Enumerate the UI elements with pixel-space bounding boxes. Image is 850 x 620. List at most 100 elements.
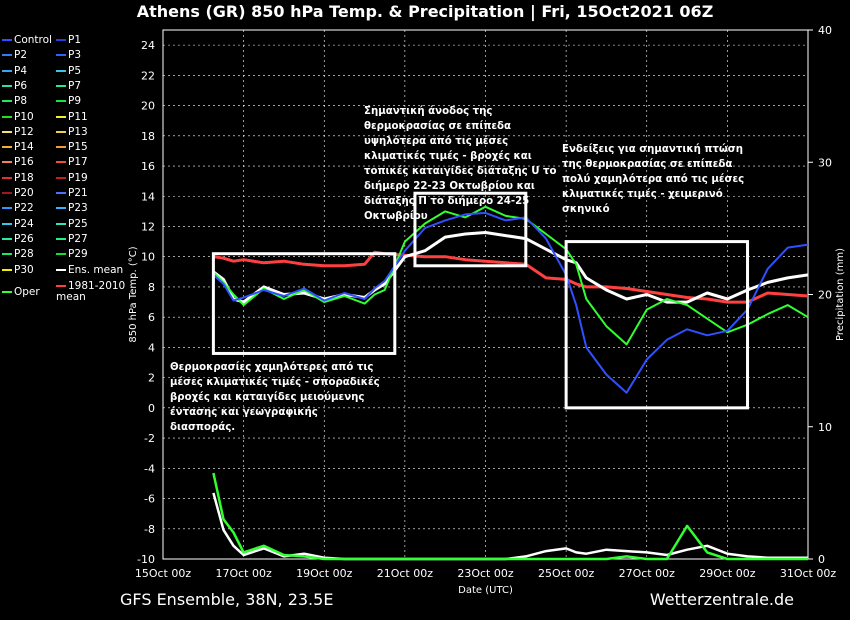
legend-swatch <box>2 100 12 103</box>
legend-item: P30 <box>2 264 34 276</box>
legend-label: P9 <box>68 95 82 108</box>
legend-label: P6 <box>14 79 28 92</box>
legend-swatch <box>56 54 66 57</box>
legend-item: P4 <box>2 65 27 77</box>
legend-label: Control <box>14 34 52 46</box>
legend-label: P5 <box>68 64 82 77</box>
legend-swatch <box>2 176 12 179</box>
legend-item: P20 <box>2 187 34 199</box>
precip-line-ens-mean <box>212 492 808 561</box>
legend-label: P21 <box>68 187 88 199</box>
legend-swatch <box>56 253 66 256</box>
legend-item: P24 <box>2 218 34 230</box>
legend-label: P10 <box>14 110 34 123</box>
legend-item: P15 <box>56 141 88 153</box>
legend-label: P25 <box>68 217 88 230</box>
legend-label: P28 <box>14 248 34 261</box>
annotation-box-3 <box>564 240 750 410</box>
legend-swatch <box>56 69 66 72</box>
x-axis-label: Date (UTC) <box>458 585 513 596</box>
legend-label: P15 <box>68 141 88 154</box>
y-tick-label: 2 <box>148 372 155 385</box>
legend-label: P11 <box>68 110 88 123</box>
legend-swatch <box>56 84 66 87</box>
legend-label: P1 <box>68 34 82 46</box>
legend-swatch <box>2 237 12 240</box>
legend-label: P13 <box>68 125 88 138</box>
y-tick-label: 10 <box>141 251 155 264</box>
y-tick-label: -6 <box>144 493 155 506</box>
legend-swatch <box>2 115 12 118</box>
legend-item: P21 <box>56 187 88 199</box>
y2-tick-label: 0 <box>818 553 825 566</box>
legend-swatch <box>2 192 12 194</box>
legend-item: P3 <box>56 49 81 61</box>
legend-item: Oper <box>2 286 40 298</box>
x-tick-label: 17Oct 00z <box>215 567 272 580</box>
legend-swatch <box>2 161 12 164</box>
legend-item: Ens. mean <box>56 264 123 276</box>
legend-swatch <box>2 130 12 133</box>
legend-item: P22 <box>2 202 34 214</box>
x-tick-label: 19Oct 00z <box>296 567 353 580</box>
annotation-cold-spell: Ενδείξεις για σημαντική πτώση της θερμοκ… <box>562 144 745 215</box>
x-tick-label: 21Oct 00z <box>377 567 434 580</box>
legend-item: P11 <box>56 111 88 123</box>
legend-item: P7 <box>56 80 81 92</box>
x-tick-label: 23Oct 00z <box>457 567 514 580</box>
legend-item: P12 <box>2 126 34 138</box>
legend-swatch <box>56 130 66 133</box>
y-tick-label: 8 <box>148 281 155 294</box>
legend-item: P5 <box>56 65 81 77</box>
legend-swatch <box>56 222 66 225</box>
legend-label: P26 <box>14 232 34 245</box>
annotation-cool-period: Θερμοκρασίες χαμηλότερες από τις μέσες κ… <box>170 362 380 433</box>
legend-label: P12 <box>14 125 34 138</box>
legend-swatch <box>56 115 66 118</box>
legend-swatch <box>56 268 66 271</box>
y-tick-label: 18 <box>141 130 155 143</box>
chart-title: Athens (GR) 850 hPa Temp. & Precipitatio… <box>136 2 714 21</box>
legend-item: P10 <box>2 111 34 123</box>
y-tick-label: 14 <box>141 190 155 203</box>
legend-item: P29 <box>56 248 88 260</box>
y2-tick-label: 40 <box>818 24 832 37</box>
legend-label: P22 <box>14 202 34 215</box>
legend-swatch <box>2 268 12 271</box>
x-tick-label: 31Oct 00z <box>780 567 837 580</box>
series-line-control <box>212 211 809 394</box>
y-tick-label: 4 <box>148 341 155 354</box>
legend-item: P14 <box>2 141 34 153</box>
legend-label: Ens. mean <box>68 263 124 276</box>
annotation-warm-spell: Σημαντική άνοδος της θερμοκρασίας σε επί… <box>364 106 557 222</box>
legend-label: P7 <box>68 79 82 92</box>
y-tick-label: 6 <box>148 311 155 324</box>
legend-item: P27 <box>56 233 88 245</box>
legend-label: P17 <box>68 156 88 169</box>
legend-label: P30 <box>14 263 34 276</box>
legend-item: P8 <box>2 95 27 107</box>
legend-swatch <box>2 222 12 225</box>
legend-label: P3 <box>68 49 82 62</box>
legend-item: P28 <box>2 248 34 260</box>
x-tick-label: 15Oct 00z <box>135 567 192 580</box>
legend-swatch <box>2 54 12 57</box>
y-tick-label: 16 <box>141 160 155 173</box>
legend-swatch <box>56 207 66 210</box>
legend-item: P6 <box>2 80 27 92</box>
y-axis-label: 850 hPa Temp. (°C) <box>128 246 139 342</box>
series-line-oper <box>212 205 809 346</box>
legend-label: P4 <box>14 64 28 77</box>
legend-swatch <box>2 146 12 149</box>
legend-label: P29 <box>68 248 88 261</box>
legend-swatch <box>2 69 12 72</box>
annotation-box-2 <box>413 191 528 268</box>
legend-item: P19 <box>56 172 88 184</box>
legend-label: Oper <box>14 286 40 299</box>
legend-swatch <box>2 291 12 294</box>
site-credit: Wetterzentrale.de <box>649 590 794 609</box>
legend-swatch <box>56 176 66 179</box>
legend-label: P8 <box>14 95 28 108</box>
y-tick-label: -4 <box>144 462 155 475</box>
